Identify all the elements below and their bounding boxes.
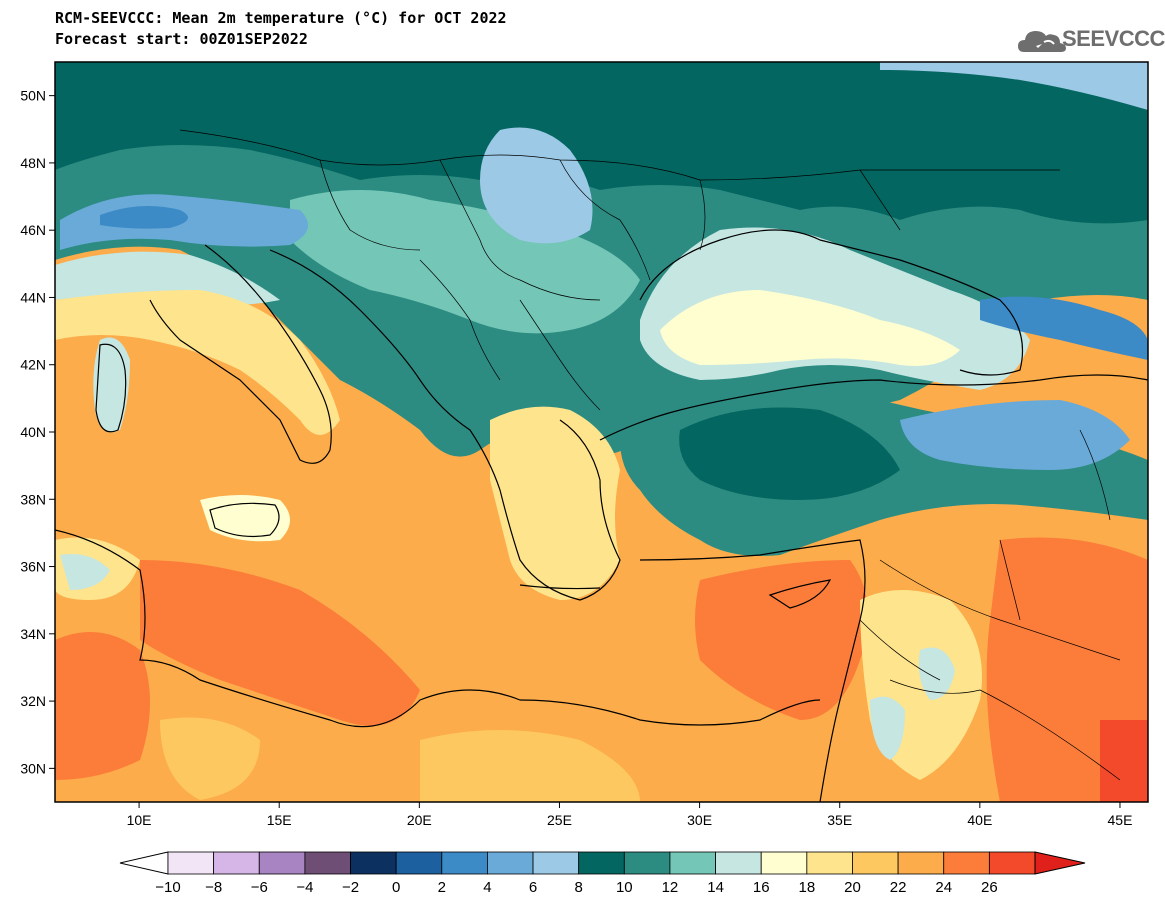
colorbar-swatch — [623, 851, 671, 875]
colorbar-label: 14 — [707, 879, 724, 896]
colorbar-label: 10 — [616, 879, 633, 896]
lat-tick-label: 34N — [20, 626, 46, 642]
colorbar-label: 18 — [798, 879, 815, 896]
forecast-start: Forecast start: 00Z01SEP2022 — [55, 30, 308, 48]
lon-tick-label: 45E — [1108, 812, 1133, 828]
colorbar-swatch — [532, 851, 580, 875]
colorbar-label: −2 — [342, 879, 359, 896]
lat-tick-label: 32N — [20, 693, 46, 709]
colorbar-swatch — [258, 851, 306, 875]
coastlines — [55, 229, 1148, 802]
lon-tick-label: 25E — [547, 812, 572, 828]
colorbar-swatch — [852, 851, 899, 875]
country-borders — [179, 129, 1121, 781]
lat-tick-label: 42N — [20, 357, 46, 373]
colorbar-label: 22 — [890, 879, 907, 896]
lon-tick-label: 15E — [267, 812, 292, 828]
lon-tick-label: 35E — [827, 812, 852, 828]
lon-tick-label: 10E — [127, 812, 152, 828]
colorbar-swatch — [167, 851, 215, 875]
colorbar-swatch — [943, 851, 990, 875]
temperature-field — [55, 62, 1148, 802]
lat-tick-label: 36N — [20, 559, 46, 575]
colorbar-label: 26 — [981, 879, 998, 896]
lat-tick-label: 40N — [20, 424, 46, 440]
colorbar-label: −6 — [251, 879, 268, 896]
colorbar-swatch — [760, 851, 808, 875]
lat-tick-label: 46N — [20, 222, 46, 238]
colorbar-swatch — [441, 851, 488, 875]
colorbar-label: 8 — [575, 879, 583, 896]
lat-tick-label: 44N — [20, 289, 46, 305]
colorbar-swatch — [350, 851, 397, 875]
colorbar-label: −8 — [205, 879, 222, 896]
lat-tick-label: 38N — [20, 491, 46, 507]
colorbar-swatch — [988, 851, 1036, 875]
map-title: RCM-SEEVCCC: Mean 2m temperature (°C) fo… — [55, 9, 507, 27]
lon-tick-label: 30E — [687, 812, 712, 828]
colorbar-label: 16 — [753, 879, 770, 896]
colorbar-swatch — [304, 851, 351, 875]
colorbar-label: −4 — [296, 879, 313, 896]
colorbar-label: 4 — [483, 879, 491, 896]
colorbar-swatch — [897, 851, 945, 875]
colorbar-low-extend — [119, 851, 169, 875]
colorbar-label: −10 — [155, 879, 180, 896]
colorbar-label: 6 — [529, 879, 537, 896]
colorbar: −10 −8 −6 −4 −2 0 2 4 6 8 10 12 14 16 18 20 22 24 26 — [119, 851, 1086, 896]
colorbar-swatch — [669, 851, 716, 875]
colorbar-swatch — [578, 851, 625, 875]
lat-tick-label: 30N — [20, 760, 46, 776]
colorbar-high-extend — [1034, 851, 1086, 875]
lat-tick-label: 48N — [20, 155, 46, 171]
colorbar-swatch — [715, 851, 762, 875]
colorbar-swatch — [806, 851, 853, 875]
lon-tick-label: 40E — [967, 812, 992, 828]
latitude-axis: 30N 32N 34N 36N 38N 40N 42N 44N 46N 48N 50N — [20, 88, 55, 776]
cloud-icon — [1018, 31, 1066, 52]
colorbar-label: 2 — [438, 879, 446, 896]
logo-text: SEEVCCC — [1062, 26, 1165, 51]
colorbar-label: 24 — [935, 879, 952, 896]
colorbar-label: 20 — [844, 879, 861, 896]
colorbar-swatch — [213, 851, 260, 875]
lon-tick-label: 20E — [407, 812, 432, 828]
colorbar-label: 12 — [662, 879, 679, 896]
lat-tick-label: 50N — [20, 88, 46, 104]
colorbar-swatch — [487, 851, 534, 875]
colorbar-swatch — [395, 851, 443, 875]
colorbar-label: 0 — [392, 879, 400, 896]
longitude-axis: 10E 15E 20E 25E 30E 35E 40E 45E — [127, 802, 1133, 828]
